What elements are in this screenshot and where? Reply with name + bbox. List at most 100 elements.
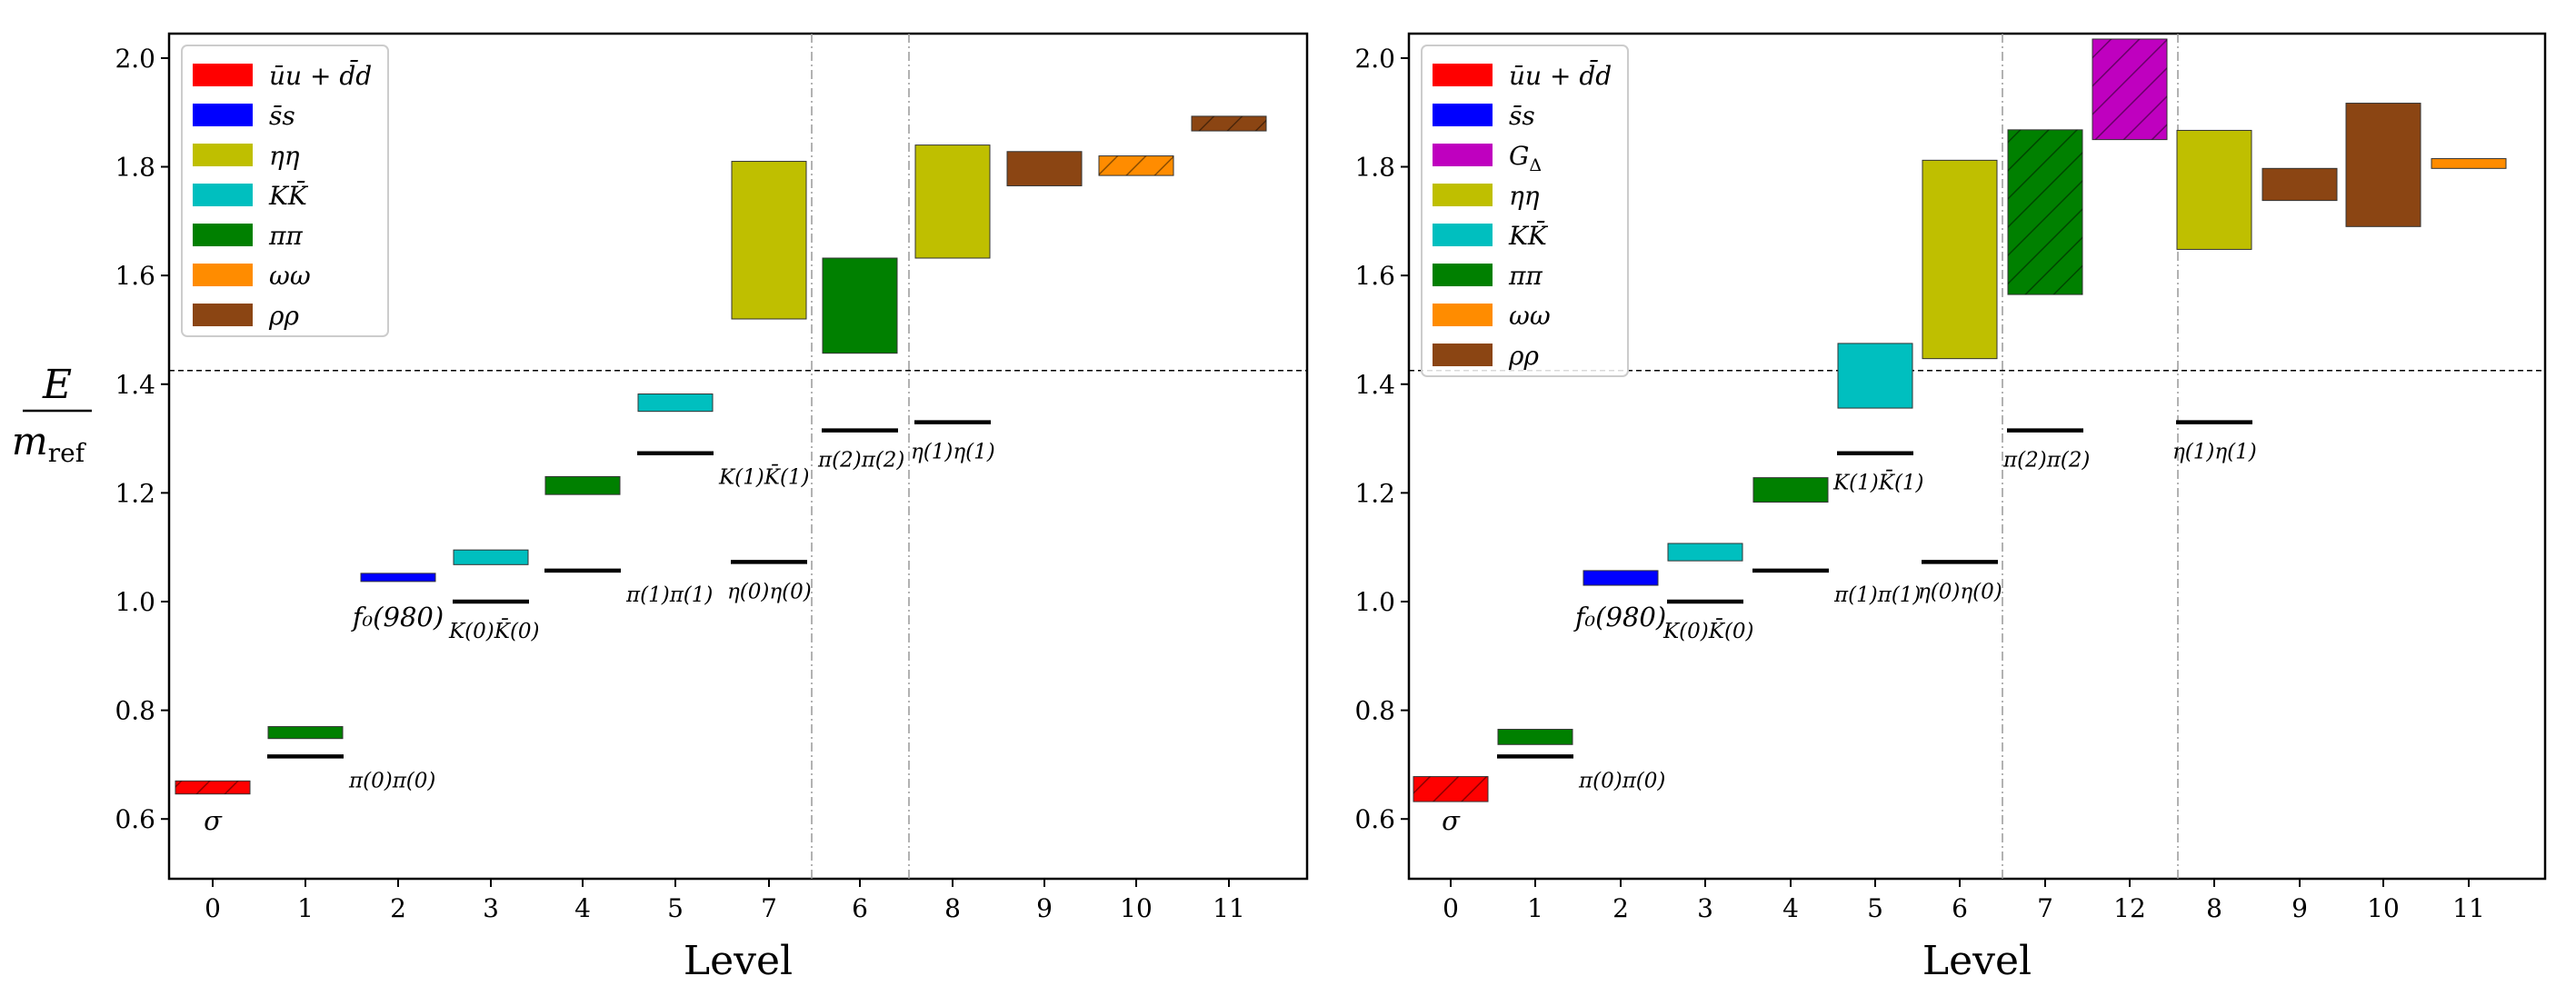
right-x-tick-label-5: 5 [1867, 893, 1883, 923]
left-legend-label-0: ūu + d̄d [269, 59, 372, 91]
y-axis-label-numerator: E [42, 362, 72, 408]
right-legend-frame [1421, 45, 1629, 377]
right-x-tick-label-1: 1 [1527, 893, 1543, 923]
right-x-tick-label-12: 11 [2452, 893, 2485, 923]
right-level-box-11 [2345, 103, 2421, 227]
left-state-label-0: σ [204, 805, 223, 836]
right-x-tick-label-9: 8 [2206, 893, 2222, 923]
left-legend-swatch-3 [193, 184, 253, 206]
right-legend-swatch-0 [1433, 64, 1493, 86]
right-operator-label-1: K(0)K̄(0) [1662, 619, 1754, 643]
left-level-box-8 [914, 144, 991, 259]
right-state-label-0: σ [1442, 805, 1461, 836]
right-level-box-1 [1497, 729, 1573, 745]
right-y-tick-label-7: 2.0 [1354, 44, 1395, 74]
left-x-tick-label-6: 7 [761, 893, 777, 923]
left-level-box-2 [360, 573, 436, 583]
right-y-tick-label-6: 1.8 [1354, 153, 1395, 183]
right-y-tick-label-3: 1.2 [1354, 478, 1395, 508]
left-x-tick-label-0: 0 [205, 893, 221, 923]
left-x-tick-label-10: 10 [1120, 893, 1153, 923]
left-y-tick-label-1: 0.8 [115, 696, 155, 726]
right-operator-label-4: η(0)η(0) [1918, 580, 2002, 603]
left-x-tick-label-8: 8 [944, 893, 961, 923]
left-state-label-1: f₀(980) [351, 602, 444, 632]
left-legend-swatch-4 [193, 224, 253, 246]
left-x-tick-label-4: 4 [574, 893, 591, 923]
left-operator-label-2: π(1)π(1) [625, 583, 713, 607]
right-level-box-hatch-8 [2092, 38, 2167, 140]
right-x-tick-label-2: 2 [1612, 893, 1629, 923]
left-legend-swatch-0 [193, 64, 253, 86]
left-x-tick-label-3: 3 [483, 893, 499, 923]
right-legend-label-4: KK̄ [1508, 220, 1549, 251]
left-legend-label-5: ωω [269, 261, 311, 291]
left-legend: ūu + d̄d s̄s ηη KK̄ ππ ωω ρρ [181, 45, 389, 337]
right-legend-label-1: s̄s [1509, 101, 1535, 131]
left-x-tick-label-5: 5 [667, 893, 684, 923]
right-x-tick-label-11: 10 [2367, 893, 2400, 923]
left-y-tick-label-5: 1.6 [115, 261, 155, 291]
left-level-box-4 [544, 475, 621, 495]
left-level-box-7 [822, 257, 898, 354]
right-legend-swatch-7 [1433, 344, 1493, 366]
left-operator-label-6: η(1)η(1) [911, 441, 995, 464]
left-y-tick-label-0: 0.6 [115, 804, 155, 834]
right-legend-swatch-1 [1433, 104, 1493, 126]
right-x-tick-label-0: 0 [1443, 893, 1459, 923]
left-x-tick-label-7: 6 [852, 893, 868, 923]
right-x-tick-label-8: 12 [2113, 893, 2146, 923]
right-x-tick-label-4: 4 [1782, 893, 1799, 923]
left-level-box-hatch-0 [175, 781, 250, 794]
left-level-box-5 [637, 393, 714, 413]
right-x-tick-label-3: 3 [1697, 893, 1713, 923]
left-y-tick-label-7: 2.0 [115, 44, 155, 74]
right-legend-swatch-6 [1433, 304, 1493, 326]
right-operator-label-6: η(1)η(1) [2172, 441, 2257, 464]
right-legend-label-6: ωω [1509, 301, 1551, 331]
left-level-box-3 [453, 549, 529, 565]
left-x-tick-label-1: 1 [297, 893, 314, 923]
left-operator-label-3: K(1)K̄(1) [718, 465, 810, 490]
right-legend-swatch-5 [1433, 264, 1493, 286]
right-operator-label-5: π(2)π(2) [2002, 449, 2090, 473]
right-y-tick-label-2: 1.0 [1354, 587, 1395, 617]
right-operator-label-3: K(1)K̄(1) [1832, 471, 1924, 495]
left-y-tick-label-3: 1.2 [115, 478, 155, 508]
left-x-tick-label-11: 11 [1213, 893, 1245, 923]
right-state-label-1: f₀(980) [1573, 602, 1666, 632]
left-y-tick-label-2: 1.0 [115, 587, 155, 617]
right-legend-label-2: GΔ [1509, 141, 1542, 175]
left-legend-label-3: KK̄ [268, 180, 309, 211]
right-level-box-2 [1583, 570, 1659, 586]
left-legend-label-6: ρρ [268, 301, 299, 331]
left-x-axis-title: Level [684, 938, 793, 984]
right-level-box-9 [2176, 129, 2252, 250]
left-operator-label-4: η(0)η(0) [727, 580, 812, 603]
left-x-tick-label-2: 2 [390, 893, 406, 923]
panel-left: 0.6 0.8 1.0 1.2 1.4 1.6 1.8 2.0 0 1 2 3 4 5 7 6 8 9 10 11 Le… [115, 32, 1309, 984]
left-x-tick-label-9: 9 [1036, 893, 1053, 923]
right-x-tick-label-7: 7 [2037, 893, 2053, 923]
right-x-axis-title: Level [1922, 938, 2032, 984]
right-x-tick-label-6: 6 [1952, 893, 1968, 923]
left-level-box-1 [267, 726, 344, 740]
right-level-box-5 [1837, 343, 1913, 409]
y-axis-label: E mref [12, 362, 92, 468]
right-legend-swatch-2 [1433, 144, 1493, 166]
y-axis-label-denominator: mref [12, 419, 87, 468]
left-legend-label-1: s̄s [269, 101, 295, 131]
right-level-box-10 [2261, 167, 2338, 202]
left-legend-swatch-5 [193, 264, 253, 286]
right-legend: ūu + d̄d s̄s GΔ ηη KK̄ ππ ωω ρρ [1421, 45, 1629, 377]
right-legend-label-3: ηη [1509, 181, 1540, 211]
left-y-tick-label-4: 1.4 [115, 370, 155, 400]
right-plot-frame [1407, 32, 2547, 881]
left-y-tick-label-6: 1.8 [115, 153, 155, 183]
right-operator-label-0: π(0)π(0) [1578, 769, 1665, 792]
right-level-box-hatch-0 [1413, 776, 1488, 802]
left-operator-label-1: K(0)K̄(0) [448, 619, 540, 643]
left-legend-swatch-2 [193, 144, 253, 166]
right-level-box-6 [1922, 159, 1998, 360]
